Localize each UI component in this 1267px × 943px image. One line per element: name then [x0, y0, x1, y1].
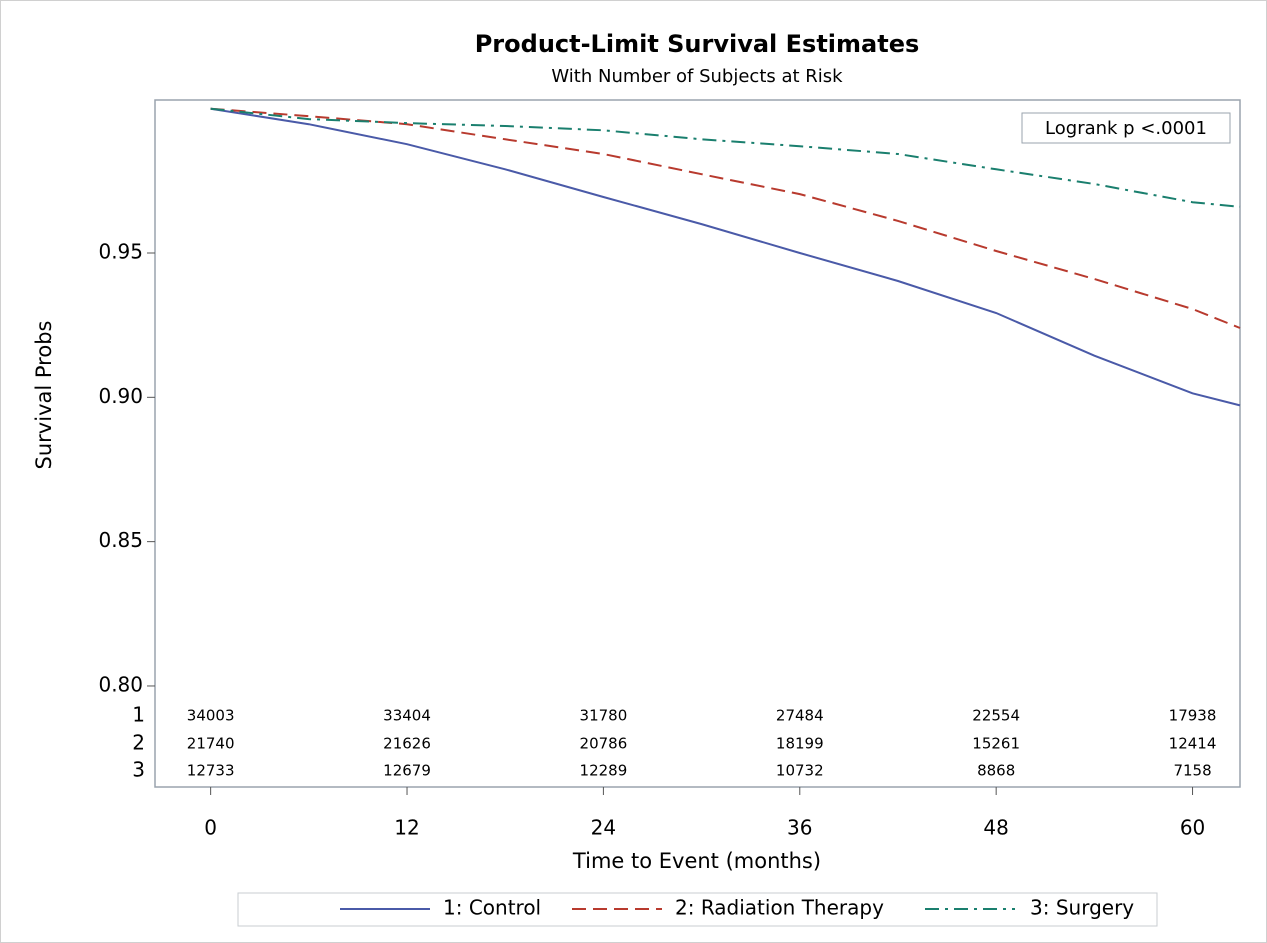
at-risk-count: 27484 — [776, 707, 824, 725]
at-risk-count: 12679 — [383, 762, 431, 780]
at-risk-count: 33404 — [383, 707, 431, 725]
annotation: Logrank p <.0001 — [1045, 118, 1207, 139]
at-risk-count: 17938 — [1169, 707, 1217, 725]
y-tick-label: 0.80 — [98, 672, 143, 696]
chart-subtitle: With Number of Subjects at Risk — [551, 66, 843, 87]
at-risk-count: 12414 — [1169, 735, 1217, 753]
x-tick-label: 48 — [983, 816, 1008, 840]
at-risk-count: 7158 — [1173, 762, 1211, 780]
at-risk-count: 34003 — [187, 707, 235, 725]
at-risk-group: 1 — [132, 703, 145, 727]
series-line — [210, 107, 1241, 407]
at-risk-count: 12733 — [187, 762, 235, 780]
series-line — [210, 107, 1241, 208]
y-axis-label: Survival Probs — [32, 321, 56, 470]
x-tick-label: 36 — [787, 816, 812, 840]
at-risk-count: 10732 — [776, 762, 824, 780]
x-tick-label: 12 — [394, 816, 419, 840]
at-risk-group: 2 — [132, 731, 145, 755]
at-risk-count: 20786 — [580, 735, 628, 753]
x-tick-label: 60 — [1180, 816, 1205, 840]
legend-label: 2: Radiation Therapy — [675, 896, 884, 920]
legend-label: 3: Surgery — [1030, 896, 1134, 920]
at-risk-count: 21626 — [383, 735, 431, 753]
x-tick-label: 0 — [204, 816, 217, 840]
annotation-box — [1021, 112, 1231, 144]
at-risk-count: 8868 — [977, 762, 1015, 780]
at-risk-count: 15261 — [972, 735, 1020, 753]
x-axis-label: Time to Event (months) — [572, 849, 821, 873]
y-tick-label: 0.85 — [98, 528, 143, 552]
legend-label: 1: Control — [443, 896, 541, 920]
y-tick-label: 0.95 — [98, 239, 143, 263]
at-risk-count: 21740 — [187, 735, 235, 753]
at-risk-group: 3 — [132, 758, 145, 782]
at-risk-count: 18199 — [776, 735, 824, 753]
plot-frame — [154, 99, 1241, 788]
chart-title: Product-Limit Survival Estimates — [475, 30, 920, 58]
x-tick-label: 24 — [591, 816, 616, 840]
at-risk-count: 31780 — [580, 707, 628, 725]
at-risk-count: 22554 — [972, 707, 1020, 725]
y-tick-label: 0.90 — [98, 384, 143, 408]
at-risk-count: 12289 — [580, 762, 628, 780]
